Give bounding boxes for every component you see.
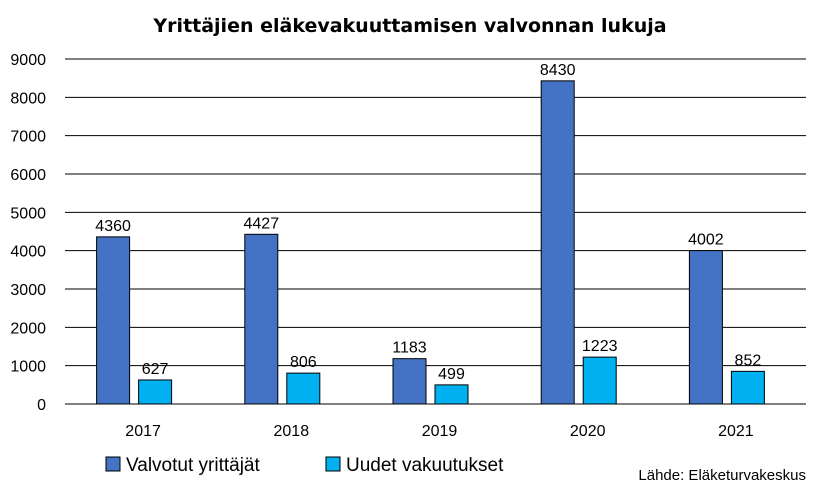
y-tick-label: 1000 (10, 359, 46, 376)
y-axis: 0 1000 2000 3000 4000 5000 6000 7000 8000 9000 (10, 52, 46, 414)
bar-valvotut-yrittäjät (540, 80, 575, 405)
y-tick-label: 2000 (10, 320, 46, 337)
legend-label: Valvotut yrittäjät (126, 455, 260, 476)
y-tick-label: 8000 (10, 90, 46, 107)
chart-title: Yrittäjien eläkevakuuttamisen valvonnan … (152, 15, 666, 37)
y-tick-label: 6000 (10, 167, 46, 184)
data-label: 1183 (392, 340, 427, 357)
bar-uudet-vakuutukset (138, 379, 173, 405)
y-tick-label: 0 (37, 397, 46, 414)
data-label: 499 (438, 366, 465, 383)
y-tick-label: 4000 (10, 244, 46, 261)
x-tick-label: 2020 (570, 423, 606, 440)
x-tick-label: 2019 (422, 423, 458, 440)
data-label: 8430 (540, 62, 576, 79)
data-label: 1223 (582, 338, 618, 355)
legend-label: Uudet vakuutukset (346, 455, 504, 476)
data-label: 852 (735, 352, 762, 369)
x-tick-label: 2018 (274, 423, 310, 440)
data-label: 806 (290, 354, 317, 371)
legend: Valvotut yrittäjät Uudet vakuutukset (105, 455, 504, 476)
bar-uudet-vakuutukset (286, 372, 321, 405)
bar-uudet-vakuutukset (434, 384, 469, 405)
y-tick-label: 9000 (10, 52, 46, 69)
source-note: Lähde: Eläketurvakeskus (638, 467, 806, 484)
x-axis: 2017 2018 2019 2020 2021 (125, 423, 753, 440)
bar-valvotut-yrittäjät (244, 233, 279, 405)
x-tick-label: 2017 (125, 423, 161, 440)
bar-uudet-vakuutukset (582, 356, 617, 405)
bar-valvotut-yrittäjät (392, 358, 427, 405)
y-tick-label: 7000 (10, 129, 46, 146)
data-labels: 4360 627 4427 806 1183 499 8430 1223 4002 852 (95, 62, 761, 383)
bar-valvotut-yrittäjät (688, 250, 723, 405)
gridlines (65, 58, 806, 405)
data-label: 627 (142, 361, 169, 378)
bar-uudet-vakuutukset (730, 370, 765, 405)
data-label: 4427 (244, 215, 280, 232)
legend-swatch (325, 456, 341, 472)
legend-swatch (105, 456, 121, 472)
data-label: 4360 (95, 218, 131, 235)
x-tick-label: 2021 (718, 423, 754, 440)
data-label: 4002 (688, 232, 724, 249)
y-tick-label: 5000 (10, 205, 46, 222)
y-tick-label: 3000 (10, 282, 46, 299)
bar-valvotut-yrittäjät (96, 236, 131, 405)
bars (96, 80, 765, 405)
